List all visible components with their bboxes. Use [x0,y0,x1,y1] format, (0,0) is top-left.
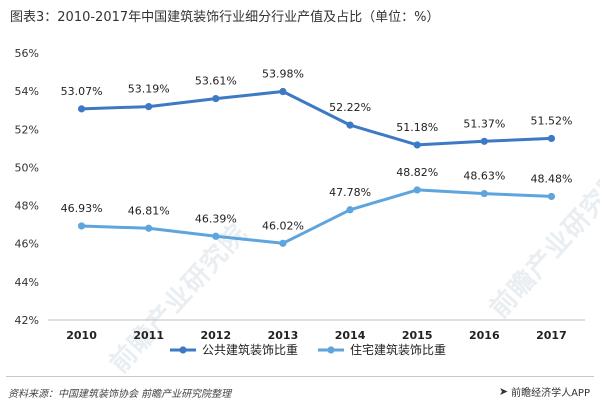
data-label: 46.93% [61,202,103,215]
data-point [480,189,488,198]
data-point [413,141,421,149]
data-labels: 53.07% 53.19% 53.61% 53.98% 52.22% 51.18% 51.3… [61,68,573,233]
x-tick-label: 2012 [201,329,232,342]
data-label: 48.82% [396,166,438,179]
legend-label: 公共建筑装饰比重 [202,342,298,357]
data-point [212,232,220,240]
data-point [346,121,354,129]
y-tick-label: 50% [15,161,39,174]
x-tick-label: 2017 [536,329,567,342]
series-lines [81,90,552,245]
data-label: 48.48% [530,172,572,185]
data-label: 53.07% [61,85,103,98]
data-point [77,105,86,113]
x-tick-label: 2014 [335,329,366,342]
y-tick-label: 48% [15,200,39,213]
data-point [145,102,153,111]
line-chart: 42% 44% 46% 48% 50% 52% 54% 56% 2010 2011 2012 2013… [15,47,585,357]
series-line-1 [81,90,552,147]
data-label: 51.52% [530,114,572,127]
data-point [212,94,220,103]
y-tick-label: 42% [15,314,39,327]
data-label: 52.22% [329,101,371,114]
y-tick-label: 44% [15,276,39,289]
data-label: 51.37% [463,117,505,130]
data-point [145,224,153,232]
data-point [77,222,86,230]
legend-label: 住宅建筑装饰比重 [350,342,446,357]
y-tick-label: 46% [15,238,39,251]
y-tick-label: 54% [15,85,39,98]
footer-divider [6,376,594,377]
series-line-2 [81,188,552,245]
legend-swatch-marker [327,346,335,354]
source-note: 资料来源：中国建筑装饰协会 前瞻产业研究院整理 [8,389,232,400]
data-label: 46.39% [195,212,237,225]
data-label: 46.02% [262,219,304,232]
x-tick-label: 2010 [66,329,97,342]
y-tick-label: 56% [15,47,39,60]
x-tick-label: 2016 [469,329,500,342]
fish-logo-icon: ➤ [498,385,509,398]
data-label: 51.18% [396,121,438,134]
brand-label: 前瞻经济学人APP [511,388,590,399]
data-label: 53.19% [128,83,170,96]
data-label: 46.81% [128,204,170,217]
brand: ➤ 前瞻经济学人APP [499,384,590,399]
legend-swatch-marker [179,346,187,354]
data-point [547,192,556,201]
series-points [77,87,556,247]
data-label: 48.63% [463,170,505,183]
data-point [413,186,421,194]
y-tick-label: 52% [15,123,39,136]
data-label: 53.61% [195,75,237,88]
data-point [279,87,287,96]
data-point [346,206,354,214]
x-tick-label: 2011 [133,329,164,342]
legend: 公共建筑装饰比重 住宅建筑装饰比重 [170,342,446,357]
chart-title: 图表3：2010-2017年中国建筑装饰行业细分行业产值及占比（单位：%） [10,10,440,25]
data-point [480,137,488,145]
data-point [547,134,556,143]
data-label: 53.98% [262,68,304,81]
x-tick-label: 2013 [268,329,299,342]
x-tick-label: 2015 [402,329,433,342]
data-label: 47.78% [329,186,371,199]
data-point [279,239,287,247]
axes: 42% 44% 46% 48% 50% 52% 54% 56% 2010 2011 2012 2013… [15,47,585,342]
